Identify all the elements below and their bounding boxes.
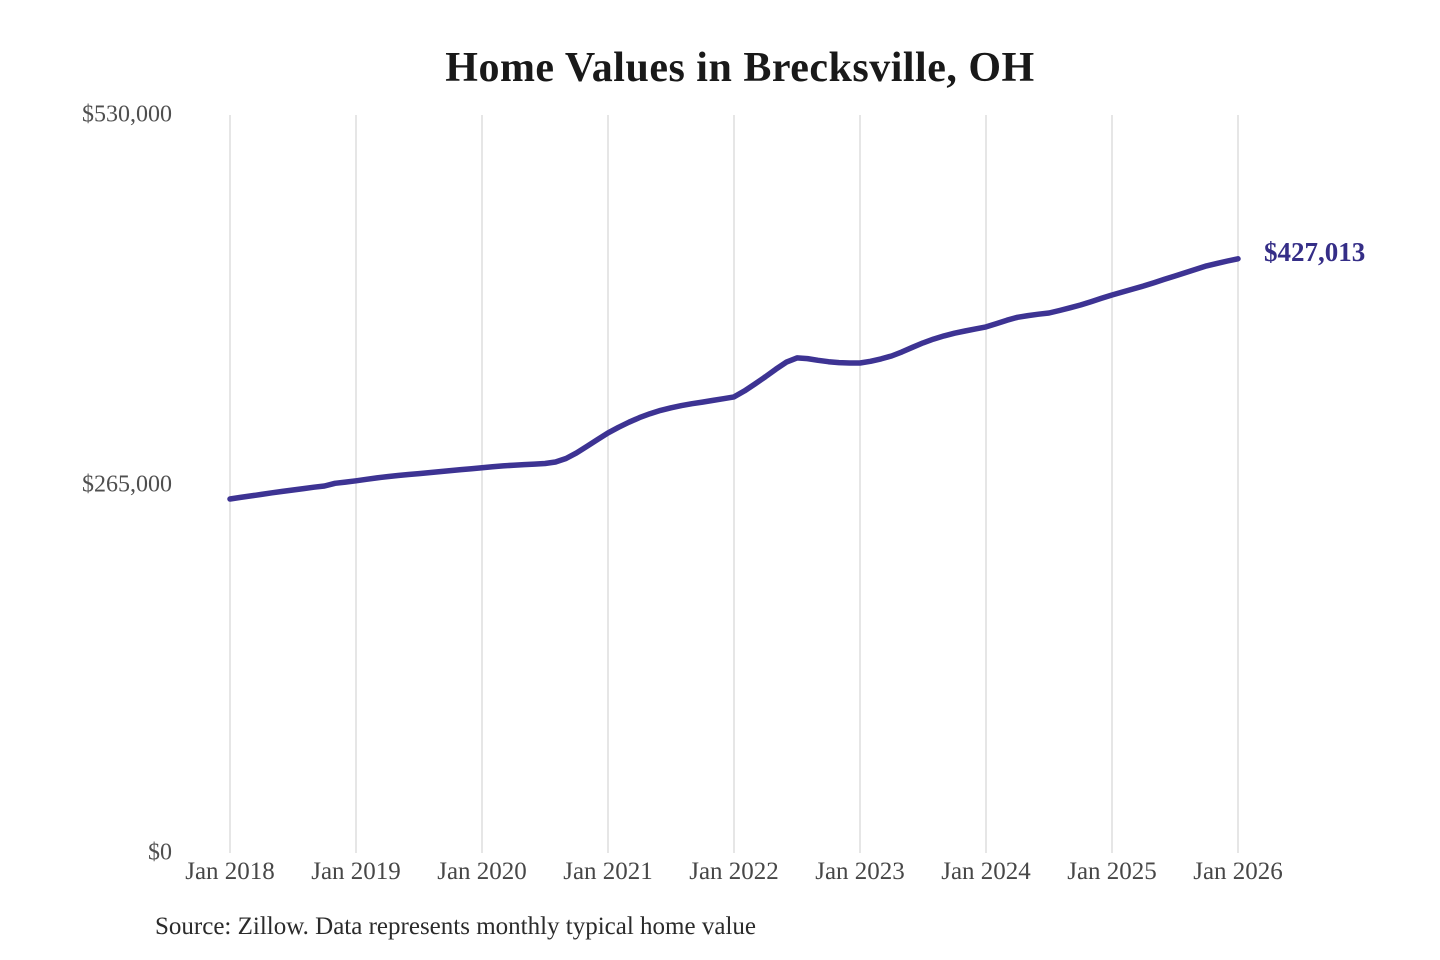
x-axis-label: Jan 2025: [1067, 858, 1157, 885]
x-axis-label: Jan 2019: [311, 858, 401, 885]
x-axis-label: Jan 2021: [563, 858, 653, 885]
y-axis-label-265000: $265,000: [82, 471, 172, 498]
x-axis-label: Jan 2022: [689, 858, 779, 885]
y-axis-label-0: $0: [148, 839, 172, 866]
x-axis-label: Jan 2024: [941, 858, 1031, 885]
x-axis-label: Jan 2018: [185, 858, 275, 885]
y-axis-label-530000: $530,000: [82, 101, 172, 128]
x-axis-label: Jan 2026: [1193, 858, 1283, 885]
x-axis-label: Jan 2020: [437, 858, 527, 885]
source-note: Source: Zillow. Data represents monthly …: [155, 913, 756, 940]
end-value-label: $427,013: [1264, 237, 1365, 267]
gridlines: [229, 115, 1239, 853]
x-axis-label: Jan 2023: [815, 858, 905, 885]
chart-title: Home Values in Brecksville, OH: [445, 45, 1035, 91]
home-value-line: [227, 256, 1241, 502]
